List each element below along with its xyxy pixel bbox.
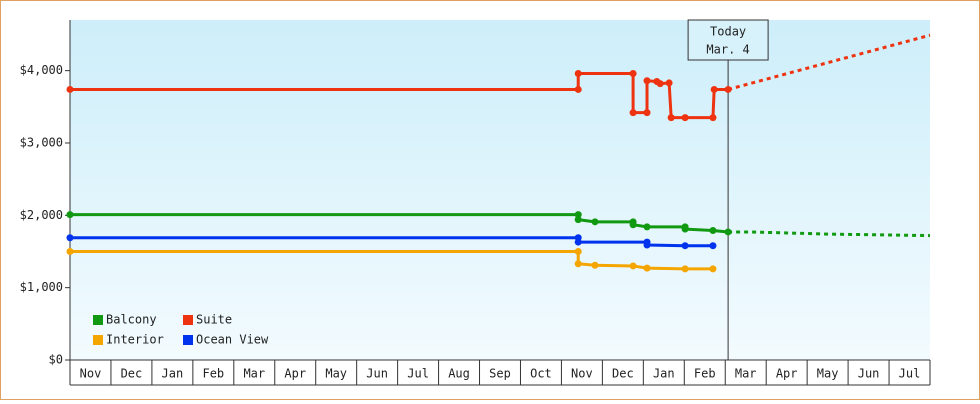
point bbox=[709, 114, 717, 122]
point bbox=[66, 247, 74, 255]
point bbox=[66, 85, 74, 93]
point bbox=[629, 262, 637, 270]
x-tick-label: Feb bbox=[202, 367, 224, 381]
point bbox=[66, 234, 74, 242]
forecast-line bbox=[727, 33, 931, 91]
legend-label: Balcony bbox=[106, 313, 157, 327]
x-tick-label: May bbox=[325, 367, 347, 381]
x-tick-label: Sep bbox=[489, 367, 511, 381]
point bbox=[709, 227, 717, 235]
x-tick-label: Jun bbox=[366, 367, 388, 381]
legend-label: Interior bbox=[106, 333, 164, 347]
point bbox=[667, 114, 675, 122]
point bbox=[709, 265, 717, 273]
plot-area bbox=[70, 20, 930, 360]
point bbox=[681, 225, 689, 233]
legend-swatch bbox=[93, 315, 103, 325]
point bbox=[643, 241, 651, 249]
legend-label: Suite bbox=[196, 313, 232, 327]
x-tick-label: Nov bbox=[571, 367, 593, 381]
x-tick-label: Apr bbox=[776, 367, 798, 381]
x-tick-label: May bbox=[817, 367, 839, 381]
point bbox=[724, 85, 732, 93]
x-tick-label: Aug bbox=[448, 367, 470, 381]
point bbox=[656, 80, 664, 88]
point bbox=[724, 228, 732, 236]
x-tick-label: Jul bbox=[899, 367, 921, 381]
point bbox=[574, 238, 582, 246]
legend-swatch bbox=[183, 315, 193, 325]
point bbox=[574, 211, 582, 219]
y-tick-label: $3,000 bbox=[20, 135, 63, 149]
point bbox=[681, 265, 689, 273]
x-tick-label: Mar bbox=[735, 367, 757, 381]
y-tick-label: $1,000 bbox=[20, 280, 63, 294]
legend-swatch bbox=[93, 335, 103, 345]
point bbox=[710, 85, 718, 93]
point bbox=[643, 77, 651, 85]
point bbox=[629, 109, 637, 117]
x-tick-label: Dec bbox=[121, 367, 143, 381]
x-tick-label: Jan bbox=[162, 367, 184, 381]
legend-label: Ocean View bbox=[196, 333, 269, 347]
legend-swatch bbox=[183, 335, 193, 345]
today-label: Today bbox=[710, 25, 746, 39]
point bbox=[643, 223, 651, 231]
x-tick-label: Jul bbox=[407, 367, 429, 381]
point bbox=[591, 261, 599, 269]
y-tick-label: $4,000 bbox=[20, 63, 63, 77]
point bbox=[681, 114, 689, 122]
point bbox=[681, 242, 689, 250]
point bbox=[643, 109, 651, 117]
point bbox=[574, 260, 582, 268]
point bbox=[66, 211, 74, 219]
x-tick-label: Dec bbox=[612, 367, 634, 381]
point bbox=[574, 85, 582, 93]
today-label: Mar. 4 bbox=[706, 43, 749, 57]
x-tick-label: Nov bbox=[80, 367, 102, 381]
x-tick-label: Jun bbox=[858, 367, 880, 381]
point bbox=[591, 218, 599, 226]
x-tick-label: Jan bbox=[653, 367, 675, 381]
point bbox=[629, 70, 637, 78]
point bbox=[574, 70, 582, 78]
point bbox=[643, 264, 651, 272]
x-tick-label: Feb bbox=[694, 367, 716, 381]
y-tick-label: $0 bbox=[49, 353, 63, 367]
point bbox=[709, 242, 717, 250]
today-box bbox=[687, 19, 769, 61]
point bbox=[574, 247, 582, 255]
y-tick-label: $2,000 bbox=[20, 208, 63, 222]
x-tick-label: Mar bbox=[243, 367, 265, 381]
forecast-line bbox=[728, 230, 931, 238]
point bbox=[665, 79, 673, 87]
x-tick-label: Oct bbox=[530, 367, 552, 381]
point bbox=[629, 221, 637, 229]
point bbox=[574, 216, 582, 224]
x-tick-label: Apr bbox=[284, 367, 306, 381]
